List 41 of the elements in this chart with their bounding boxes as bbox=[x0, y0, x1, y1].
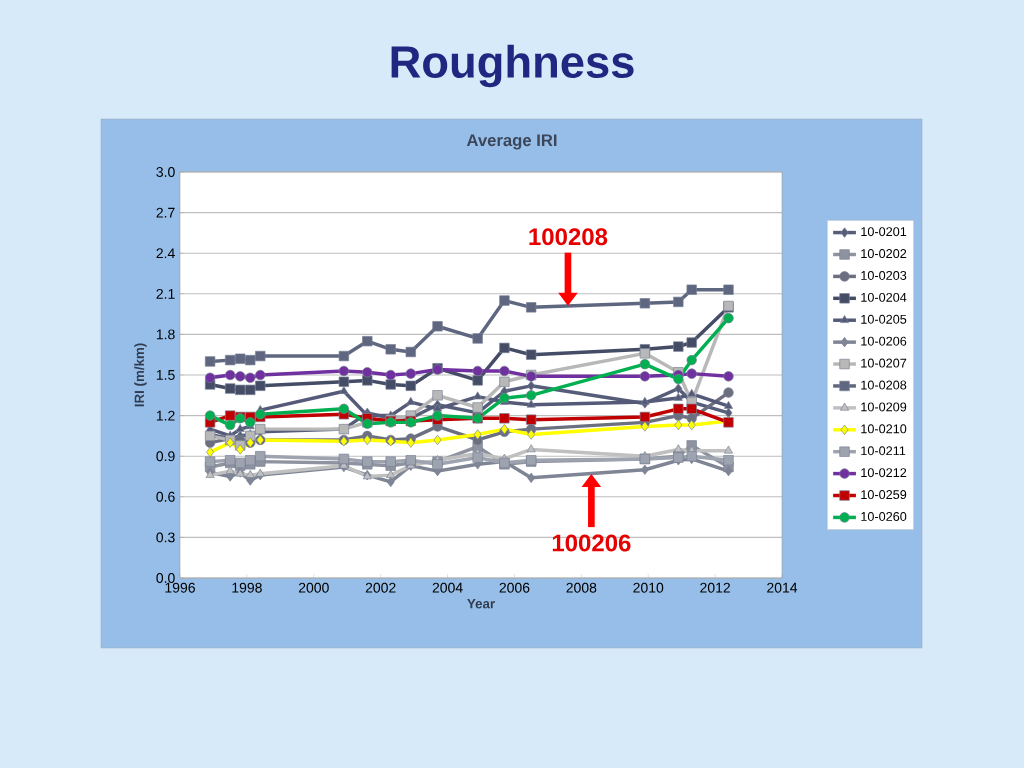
x-tick-label: 2010 bbox=[633, 582, 664, 593]
legend-label: 10-0201 bbox=[861, 227, 907, 237]
y-tick-label: 0.3 bbox=[156, 532, 175, 543]
y-tick-label: 1.2 bbox=[156, 410, 175, 421]
legend-label: 10-0204 bbox=[861, 292, 907, 302]
legend-label: 10-0205 bbox=[861, 314, 907, 324]
legend-label: 10-0209 bbox=[861, 402, 907, 412]
y-tick-label: 1.8 bbox=[156, 329, 175, 340]
x-tick-label: 2006 bbox=[499, 582, 530, 593]
y-tick-label: 2.7 bbox=[156, 207, 175, 218]
y-tick-label: 3.0 bbox=[156, 167, 175, 177]
annotation: 100208 bbox=[529, 228, 608, 246]
y-tick-label: 1.5 bbox=[156, 370, 175, 380]
x-axis-title: Year bbox=[467, 599, 495, 609]
y-axis-title: IRI (m/km) bbox=[134, 343, 147, 407]
chart-subtitle: Average IRI bbox=[466, 134, 557, 150]
legend-label: 10-0259 bbox=[861, 490, 907, 500]
y-tick-label: 0.9 bbox=[156, 451, 175, 462]
y-tick-label: 2.1 bbox=[156, 288, 175, 299]
x-tick-label: 2012 bbox=[700, 582, 730, 593]
x-tick-label: 2000 bbox=[298, 582, 329, 593]
x-tick-label: 2002 bbox=[365, 582, 396, 593]
legend-label: 10-0260 bbox=[861, 512, 907, 521]
legend-label: 10-0208 bbox=[861, 380, 907, 390]
legend-label: 10-0206 bbox=[861, 336, 907, 346]
x-tick-label: 1998 bbox=[232, 582, 262, 593]
y-tick-label: 0.6 bbox=[156, 491, 175, 502]
legend-label: 10-0210 bbox=[861, 424, 907, 434]
chart-title: Roughness bbox=[391, 44, 634, 88]
legend-label: 10-0207 bbox=[861, 358, 907, 368]
legend-label: 10-0211 bbox=[861, 446, 906, 456]
x-tick-label: 2014 bbox=[767, 582, 798, 593]
x-tick-label: 2008 bbox=[566, 582, 597, 593]
legend-label: 10-0203 bbox=[861, 270, 907, 280]
legend-label: 10-0212 bbox=[861, 468, 907, 478]
x-tick-label: 1996 bbox=[165, 582, 195, 593]
y-tick-label: 0.0 bbox=[156, 573, 175, 583]
legend-label: 10-0202 bbox=[861, 249, 907, 259]
x-tick-label: 2004 bbox=[432, 582, 463, 593]
y-tick-label: 2.4 bbox=[156, 248, 175, 259]
annotation: 100206 bbox=[552, 534, 631, 552]
